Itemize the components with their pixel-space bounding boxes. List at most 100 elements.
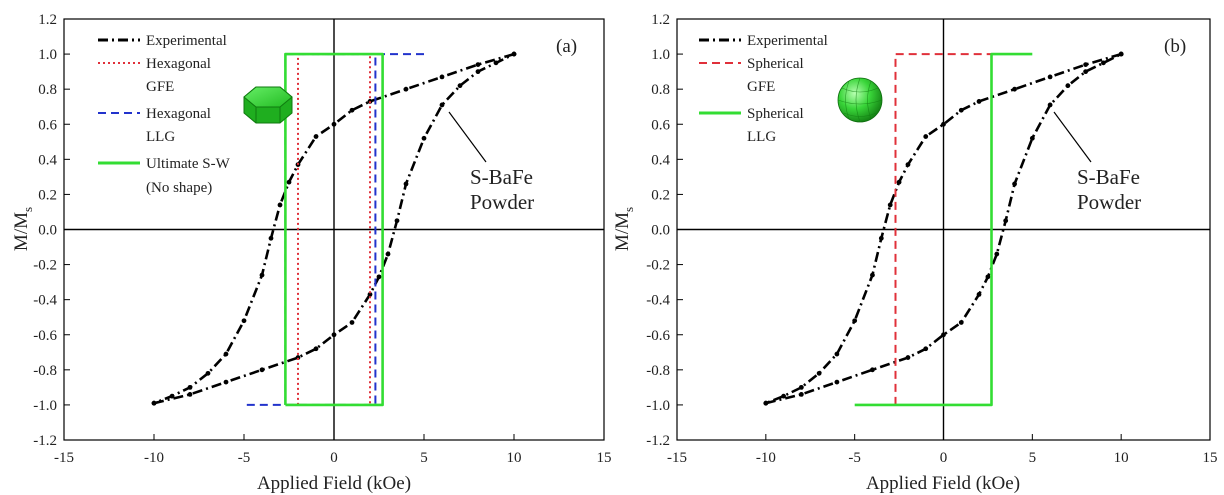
y-tick-label-b: 0.8: [651, 82, 670, 98]
data-point-experimental-b: [976, 292, 982, 297]
data-point-experimental-a: [439, 102, 445, 108]
data-point-experimental-a: [457, 83, 463, 89]
data-point-experimental-a: [277, 202, 283, 208]
legend-label-hexagonal-gfe-line-1-a: Hexagonal: [146, 56, 211, 72]
panel-label-a: (a): [556, 36, 577, 57]
plot-area-b: -15 -10 -5 0 5 10 15 -1.2 -1.0 -0.8 -0.6 -0.4 -0.2 0.…: [646, 12, 1217, 466]
data-point-experimental-b: [1101, 60, 1106, 66]
data-point-experimental-b: [905, 162, 911, 167]
data-point-experimental-b: [1047, 102, 1053, 108]
y-tick-label-a: 0.8: [38, 82, 57, 98]
data-point-experimental-b: [834, 379, 840, 385]
y-tick-label-a: -1.2: [33, 433, 57, 449]
data-point-experimental-b: [798, 384, 804, 390]
chart-panel-a: -15 -10 -5 0 5 10 15 -1.2 -1.0 -0.8 -0.6 -0.4 -0.2 0.…: [11, 12, 612, 494]
data-point-experimental-b: [1003, 218, 1009, 224]
y-tick-label-a: 0.0: [38, 223, 57, 239]
data-point-experimental-a: [367, 292, 373, 297]
data-point-experimental-b: [1012, 86, 1017, 92]
x-tick-label-b: 15: [1203, 450, 1218, 466]
annotation-line-1-a: S-BaFe: [470, 165, 533, 189]
data-point-experimental-b: [1012, 181, 1017, 187]
data-point-experimental-a: [313, 134, 319, 139]
y-tick-label-a: 1.2: [38, 12, 57, 28]
data-point-experimental-b: [923, 134, 929, 139]
data-point-experimental-b: [1083, 69, 1089, 75]
data-point-experimental-a: [511, 51, 517, 57]
data-point-experimental-a: [385, 251, 391, 257]
y-tick-label-a: -0.4: [33, 293, 57, 309]
y-tick-label-a: -0.8: [33, 363, 57, 379]
y-axis-title-main-a: M/M: [11, 212, 32, 251]
data-point-experimental-b: [941, 121, 946, 127]
x-tick-label-b: -15: [667, 450, 687, 466]
data-point-experimental-a: [295, 355, 301, 360]
data-point-experimental-b: [958, 320, 964, 325]
x-tick-label-a: -5: [238, 450, 251, 466]
data-point-experimental-b: [798, 391, 804, 397]
x-tick-label-a: -15: [54, 450, 74, 466]
data-point-experimental-a: [331, 121, 337, 127]
y-tick-label-a: 1.0: [38, 47, 57, 63]
data-point-experimental-a: [403, 86, 409, 92]
data-point-experimental-b: [781, 393, 786, 399]
panel-label-b: (b): [1164, 36, 1186, 57]
data-point-experimental-a: [493, 60, 499, 66]
data-point-experimental-b: [1047, 74, 1053, 80]
y-tick-label-a: -0.6: [33, 328, 57, 344]
data-point-experimental-a: [268, 235, 274, 241]
data-point-experimental-a: [403, 181, 409, 187]
legend-label-ultimate-sw-line-2-a: (No shape): [146, 180, 212, 196]
data-point-experimental-b: [976, 99, 982, 104]
legend-b: Experimental Spherical GFE Spherical LLG: [699, 33, 828, 145]
data-point-experimental-b: [887, 202, 893, 208]
legend-label-experimental-b: Experimental: [747, 33, 828, 49]
y-tick-label-b: -0.6: [646, 328, 670, 344]
y-tick-label-b: 0.4: [651, 152, 670, 168]
data-point-experimental-b: [896, 179, 902, 185]
x-tick-label-a: 15: [597, 450, 612, 466]
x-tick-label-a: -10: [144, 450, 164, 466]
plot-frame-b: [676, 18, 1211, 441]
x-tick-label-b: 0: [940, 450, 948, 466]
x-tick-label-b: -5: [848, 450, 861, 466]
sphere-icon: [837, 77, 883, 123]
legend-label-spherical-gfe-line-2-b: GFE: [747, 79, 775, 95]
x-tick-label-a: 5: [420, 450, 428, 466]
data-point-experimental-a: [241, 318, 247, 324]
series-line-ultimate-s-w-no-shape-a: [284, 52, 384, 407]
data-point-experimental-b: [763, 400, 769, 406]
y-tick-label-a: -1.0: [33, 398, 57, 414]
data-point-experimental-a: [439, 74, 445, 80]
legend-label-spherical-llg-line-2-b: LLG: [747, 129, 776, 145]
data-point-experimental-b: [834, 351, 840, 357]
data-point-experimental-a: [475, 69, 481, 75]
data-point-experimental-a: [286, 179, 292, 185]
y-tick-label-b: -0.8: [646, 363, 670, 379]
y-tick-label-b: 0.2: [651, 187, 670, 203]
data-point-experimental-a: [151, 400, 157, 406]
data-point-experimental-a: [349, 107, 355, 113]
data-point-experimental-b: [923, 346, 929, 352]
data-point-experimental-a: [313, 346, 319, 352]
legend-label-hexagonal-llg-line-1-a: Hexagonal: [146, 106, 211, 122]
x-tick-label-b: 5: [1029, 450, 1037, 466]
legend-a: Experimental Hexagonal GFE Hexagonal LLG…: [98, 33, 231, 196]
legend-label-experimental-a: Experimental: [146, 33, 227, 49]
y-tick-label-b: -0.4: [646, 293, 670, 309]
data-point-experimental-b: [870, 272, 875, 278]
y-axis-title-b: M/Ms: [612, 207, 636, 251]
x-tick-label-a: 10: [507, 450, 522, 466]
data-point-experimental-b: [852, 318, 858, 324]
hexagonal-prism-icon: [243, 86, 293, 124]
data-point-experimental-b: [1118, 51, 1124, 57]
data-point-experimental-b: [878, 235, 884, 241]
y-tick-label-b: -0.2: [646, 258, 670, 274]
y-tick-label-a: -0.2: [33, 258, 57, 274]
series-line-hexagonal-llg-a: [244, 53, 424, 406]
data-point-experimental-b: [985, 274, 991, 280]
y-axis-title-subscript-b: s: [621, 207, 636, 212]
data-point-experimental-a: [394, 218, 400, 224]
data-point-experimental-a: [331, 332, 337, 338]
